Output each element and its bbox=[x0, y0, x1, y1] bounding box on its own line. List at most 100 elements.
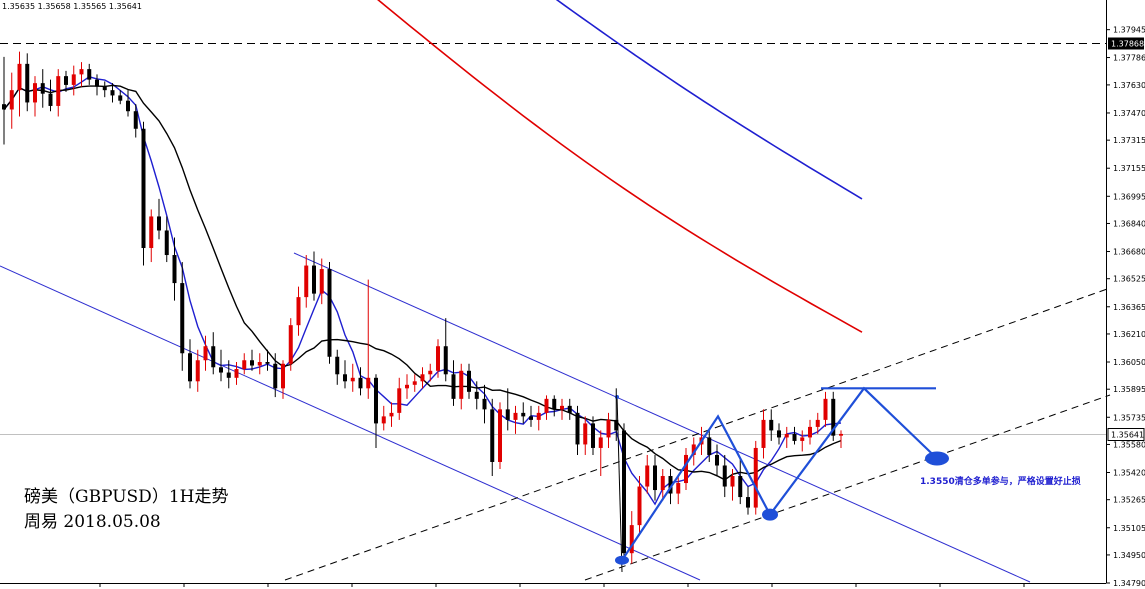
candle-body-bear bbox=[273, 363, 278, 389]
candle-body-bull bbox=[753, 447, 758, 508]
candle-body-bull bbox=[397, 388, 402, 413]
candle-body-bear bbox=[343, 374, 347, 382]
candle-body-bull bbox=[319, 269, 324, 294]
candle-body-bull bbox=[234, 369, 239, 378]
candle-body-bear bbox=[110, 90, 115, 96]
candle-body-bull bbox=[645, 465, 650, 487]
candle-body-bull bbox=[513, 412, 518, 420]
candle-body-bear bbox=[358, 377, 363, 389]
price-tick-label: 1.34950 bbox=[1113, 551, 1145, 560]
candle-body-bull bbox=[691, 444, 696, 455]
candle-body-bear bbox=[777, 430, 781, 438]
candle-body-bull bbox=[79, 69, 84, 75]
candle-body-bull bbox=[839, 433, 843, 436]
candle-body-bear bbox=[374, 377, 378, 424]
candle-body-bull bbox=[296, 297, 301, 326]
candle-body-bear bbox=[164, 230, 169, 256]
candle-body-bear bbox=[467, 370, 471, 392]
candle-body-bear bbox=[451, 374, 456, 399]
candle-body-bear bbox=[567, 405, 572, 413]
candle-body-bear bbox=[188, 353, 192, 382]
candle-body-bull bbox=[304, 265, 309, 298]
candle-body-bear bbox=[529, 416, 533, 420]
candle-body-bull bbox=[242, 360, 247, 370]
candle-body-bull bbox=[71, 74, 76, 85]
candle-body-bear bbox=[521, 412, 526, 417]
price-tick-label: 1.37945 bbox=[1113, 26, 1145, 35]
candle-body-bull bbox=[823, 398, 828, 420]
candle-body-bull bbox=[560, 405, 564, 410]
candle-body-bull bbox=[436, 346, 440, 371]
candle-body-bear bbox=[219, 367, 223, 373]
price-tick-label: 1.37315 bbox=[1113, 136, 1145, 145]
candle-body-bear bbox=[552, 398, 557, 410]
price-tick-label: 1.34790 bbox=[1113, 579, 1145, 588]
price-tick-label: 1.35265 bbox=[1113, 496, 1145, 505]
price-tick-label: 1.36840 bbox=[1113, 219, 1145, 228]
candle-body-bear bbox=[335, 356, 340, 375]
candle-body-bear bbox=[490, 409, 495, 462]
candle-body-bull bbox=[412, 381, 417, 385]
candle-body-bull bbox=[637, 486, 642, 526]
candle-body-bear bbox=[180, 283, 185, 354]
candle-body-bull bbox=[405, 384, 409, 389]
price-tick-label: 1.35420 bbox=[1113, 469, 1145, 478]
candle-body-bear bbox=[474, 391, 479, 399]
candle-body-bull bbox=[583, 423, 588, 445]
candle-body-bull bbox=[536, 412, 541, 420]
candle-body-bear bbox=[102, 86, 107, 91]
candle-body-bull bbox=[56, 76, 61, 106]
up-channel-upper-dashed bbox=[284, 287, 1111, 581]
candle-body-bear bbox=[668, 476, 673, 494]
candle-body-bear bbox=[722, 465, 727, 487]
candle-body-bull bbox=[815, 419, 820, 427]
candle-body-bull bbox=[195, 360, 200, 382]
candle-body-bear bbox=[575, 412, 580, 445]
level-price-box bbox=[1108, 37, 1144, 50]
channel-upper-line bbox=[293, 252, 1031, 583]
price-tick-label: 1.36050 bbox=[1113, 358, 1145, 367]
candle-body-bear bbox=[312, 265, 316, 294]
price-tick-label: 1.37155 bbox=[1113, 164, 1145, 173]
candle-body-bear bbox=[133, 111, 138, 129]
candle-body-bull bbox=[598, 437, 603, 448]
candle-body-bear bbox=[95, 79, 99, 87]
pattern-drawing bbox=[615, 386, 949, 565]
candle-body-bear bbox=[40, 83, 45, 94]
price-tick-label: 1.35580 bbox=[1113, 440, 1145, 449]
candle-body-bull bbox=[366, 377, 371, 389]
candle-body-bear bbox=[746, 497, 750, 508]
ohlc-header: 1.35635 1.35658 1.35565 1.35641 bbox=[2, 2, 142, 11]
current-price-box bbox=[1107, 428, 1145, 441]
candle-body-bear bbox=[211, 346, 216, 368]
candle-body-bull bbox=[498, 409, 502, 462]
candle-body-bear bbox=[482, 398, 487, 410]
chart-title-line2: 周易 2018.05.08 bbox=[24, 512, 161, 532]
candle-body-bear bbox=[715, 454, 719, 466]
candle-body-bull bbox=[281, 363, 285, 389]
candle-body-bull bbox=[381, 416, 386, 424]
price-tick-label: 1.36995 bbox=[1113, 192, 1145, 201]
candle-body-bull bbox=[350, 377, 355, 382]
candle-body-bull bbox=[544, 398, 549, 413]
candle-body-bear bbox=[505, 409, 510, 420]
candle-body-bull bbox=[808, 426, 812, 438]
candle-body-bear bbox=[443, 346, 448, 375]
candle-body-bull bbox=[428, 370, 433, 375]
candle-body-bull bbox=[761, 419, 766, 448]
level-price-label: 1.37868 bbox=[1111, 40, 1144, 49]
ma-blue-line bbox=[555, 0, 863, 200]
candle-body-bull bbox=[676, 483, 681, 494]
horizontal-levels bbox=[0, 43, 1106, 435]
up-channel-lower-dashed bbox=[584, 394, 1111, 581]
candle-body-bull bbox=[17, 63, 22, 91]
plot-area bbox=[0, 0, 1106, 583]
price-tick-label: 1.35895 bbox=[1113, 385, 1145, 394]
candle-body-bull bbox=[33, 83, 37, 103]
candle-body-bear bbox=[614, 419, 619, 431]
price-tick-label: 1.36680 bbox=[1113, 248, 1145, 257]
strategy-note: 1.3550清仓多单参与，严格设置好止损 bbox=[920, 475, 1081, 487]
candle-body-bear bbox=[707, 437, 712, 455]
channel-lower-line bbox=[0, 265, 701, 581]
pattern-point-low2 bbox=[762, 508, 778, 521]
